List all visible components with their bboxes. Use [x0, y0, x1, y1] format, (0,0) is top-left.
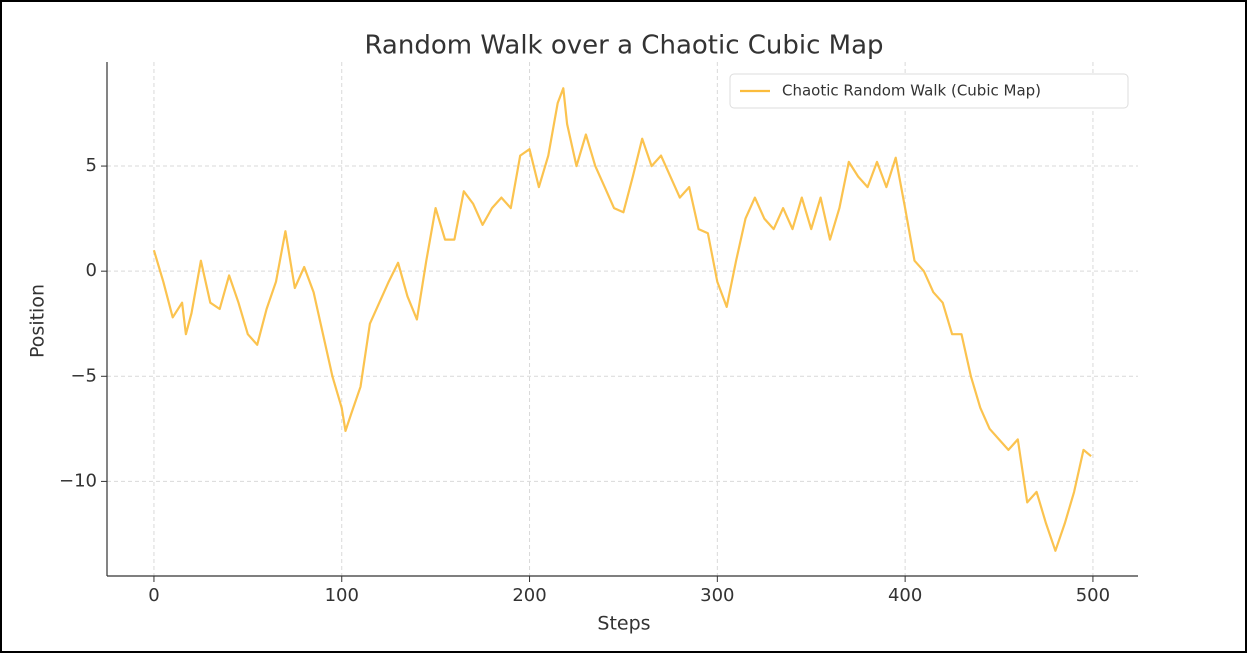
- y-tick-label: −10: [59, 470, 97, 491]
- x-tick-label: 0: [148, 585, 159, 606]
- x-tick-label: 400: [888, 585, 922, 606]
- x-tick-label: 100: [325, 585, 359, 606]
- legend-box: [729, 73, 1129, 109]
- y-tick-label: 0: [86, 260, 97, 281]
- line-series: [152, 87, 1092, 552]
- x-axis-label: Steps: [597, 613, 650, 635]
- y-tick-label: −5: [70, 365, 97, 386]
- legend-label: Chaotic Random Walk (Cubic Map): [782, 82, 1041, 100]
- x-tick-label: 200: [512, 585, 546, 606]
- legend: Chaotic Random Walk (Cubic Map): [729, 73, 1129, 109]
- chart-title: Random Walk over a Chaotic Cubic Map: [364, 31, 883, 61]
- x-tick-label: 300: [700, 585, 734, 606]
- y-axis-label: Position: [27, 284, 49, 358]
- y-tick-label: 5: [86, 155, 97, 176]
- x-tick-label: 500: [1076, 585, 1110, 606]
